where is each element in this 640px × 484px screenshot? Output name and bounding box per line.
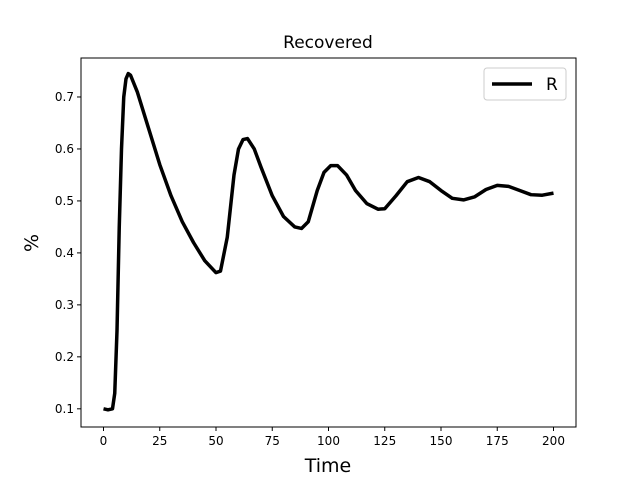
y-tick-label: 0.5 (55, 194, 74, 208)
x-tick-label: 50 (208, 434, 223, 448)
x-tick-label: 25 (152, 434, 167, 448)
y-tick-label: 0.3 (55, 298, 74, 312)
x-tick-label: 125 (373, 434, 396, 448)
y-tick-label: 0.2 (55, 350, 74, 364)
x-tick-label: 200 (542, 434, 565, 448)
y-axis-label: % (21, 234, 43, 252)
x-tick-label: 150 (430, 434, 453, 448)
line (103, 71, 554, 412)
chart-title: Recovered (283, 33, 373, 53)
x-tick-label: 75 (265, 434, 280, 448)
y-tick-label: 0.6 (55, 142, 74, 156)
x-axis-label: Time (304, 455, 352, 477)
y-tick-label: 0.7 (55, 90, 74, 104)
y-tick-label: 0.1 (55, 402, 74, 416)
plot-frame (80, 57, 577, 428)
y-tick-label: 0.4 (55, 246, 74, 260)
x-tick-label: 0 (100, 434, 108, 448)
x-tick-label: 175 (486, 434, 509, 448)
legend-label: R (546, 75, 558, 95)
x-tick-label: 100 (317, 434, 340, 448)
